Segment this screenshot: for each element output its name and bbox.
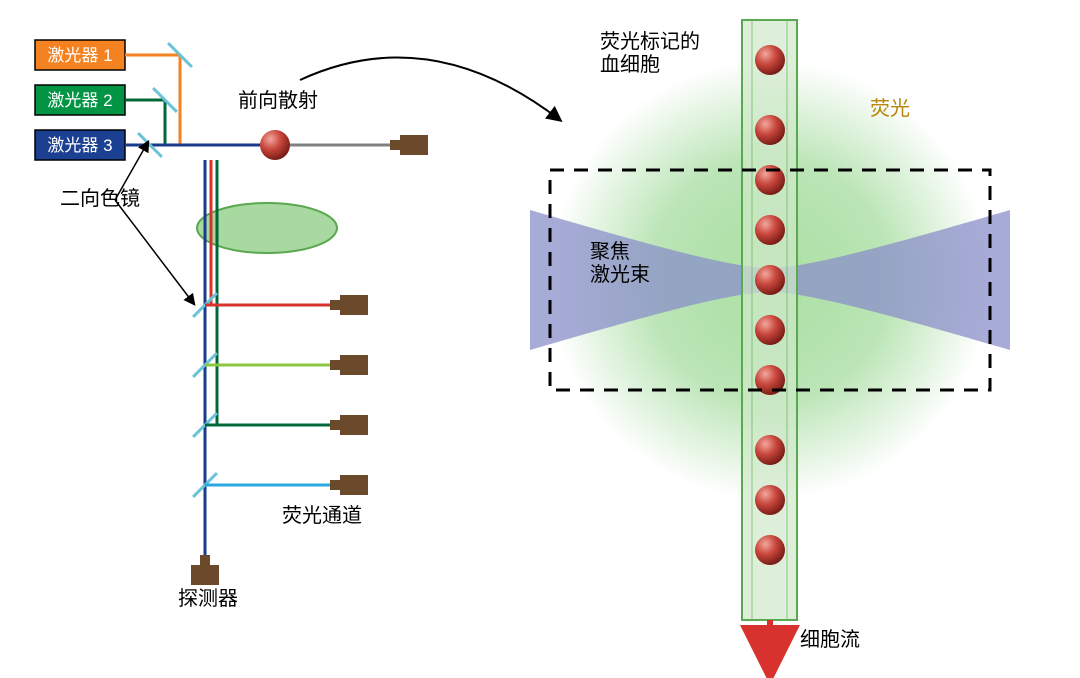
- cell-flow-label: 细胞流: [800, 628, 860, 651]
- optics-schematic: 激光器 1 激光器 2 激光器 3 前向散射二向色镜荧光通道探测器: [35, 40, 560, 610]
- blood-cell-icon: [755, 315, 785, 345]
- detector-label: 探测器: [178, 587, 238, 610]
- forward-scatter-label: 前向散射: [238, 89, 318, 112]
- blood-cell-icon: [755, 435, 785, 465]
- laser-label-1: 激光器 1: [47, 46, 112, 65]
- channel-detector-icon: [330, 355, 368, 375]
- dichroic-mirror-label: 二向色镜: [60, 187, 140, 210]
- blood-cell-icon: [755, 265, 785, 295]
- laser-label-3: 激光器 3: [47, 136, 112, 155]
- blood-cell-icon: [755, 215, 785, 245]
- channel-detector-icon: [330, 415, 368, 435]
- blood-cell-icon: [755, 485, 785, 515]
- forward-scatter-detector-icon: [390, 135, 428, 155]
- fluorescence-channel-label: 荧光通道: [282, 504, 362, 527]
- channel-detector-icon: [330, 475, 368, 495]
- main-detector-icon: [191, 555, 219, 585]
- interrogation-cell-icon: [260, 130, 290, 160]
- laser-label-2: 激光器 2: [47, 91, 112, 110]
- fluorescent-cells-label: 荧光标记的血细胞: [600, 30, 700, 76]
- channel-detector-icon: [330, 295, 368, 315]
- blood-cell-icon: [755, 535, 785, 565]
- fluorescence-label: 荧光: [870, 97, 910, 120]
- callout-arrow-icon: [300, 58, 560, 121]
- flow-cytometry-diagram: 激光器 1 激光器 2 激光器 3 前向散射二向色镜荧光通道探测器 荧光标记的血细胞荧…: [0, 0, 1080, 678]
- blood-cell-icon: [755, 115, 785, 145]
- blood-cell-icon: [755, 45, 785, 75]
- flow-cell-detail: 荧光标记的血细胞荧光聚焦激光束细胞流: [530, 20, 1010, 655]
